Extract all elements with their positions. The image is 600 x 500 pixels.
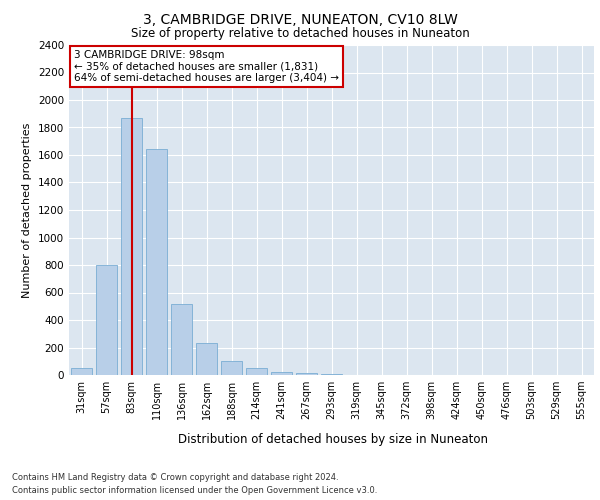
Text: Contains public sector information licensed under the Open Government Licence v3: Contains public sector information licen… [12,486,377,495]
Text: 3 CAMBRIDGE DRIVE: 98sqm
← 35% of detached houses are smaller (1,831)
64% of sem: 3 CAMBRIDGE DRIVE: 98sqm ← 35% of detach… [74,50,339,83]
Text: 3, CAMBRIDGE DRIVE, NUNEATON, CV10 8LW: 3, CAMBRIDGE DRIVE, NUNEATON, CV10 8LW [143,12,457,26]
Bar [246,368,267,375]
Bar [96,265,117,375]
Bar [71,368,92,375]
Bar [271,372,292,375]
Text: Contains HM Land Registry data © Crown copyright and database right 2024.: Contains HM Land Registry data © Crown c… [12,472,338,482]
Text: Distribution of detached houses by size in Nuneaton: Distribution of detached houses by size … [178,432,488,446]
Bar [146,150,167,375]
Bar [121,118,142,375]
Bar [321,374,342,375]
Bar [221,360,242,375]
Bar [171,304,192,375]
Bar [196,342,217,375]
Bar [296,373,317,375]
Y-axis label: Number of detached properties: Number of detached properties [22,122,32,298]
Text: Size of property relative to detached houses in Nuneaton: Size of property relative to detached ho… [131,28,469,40]
